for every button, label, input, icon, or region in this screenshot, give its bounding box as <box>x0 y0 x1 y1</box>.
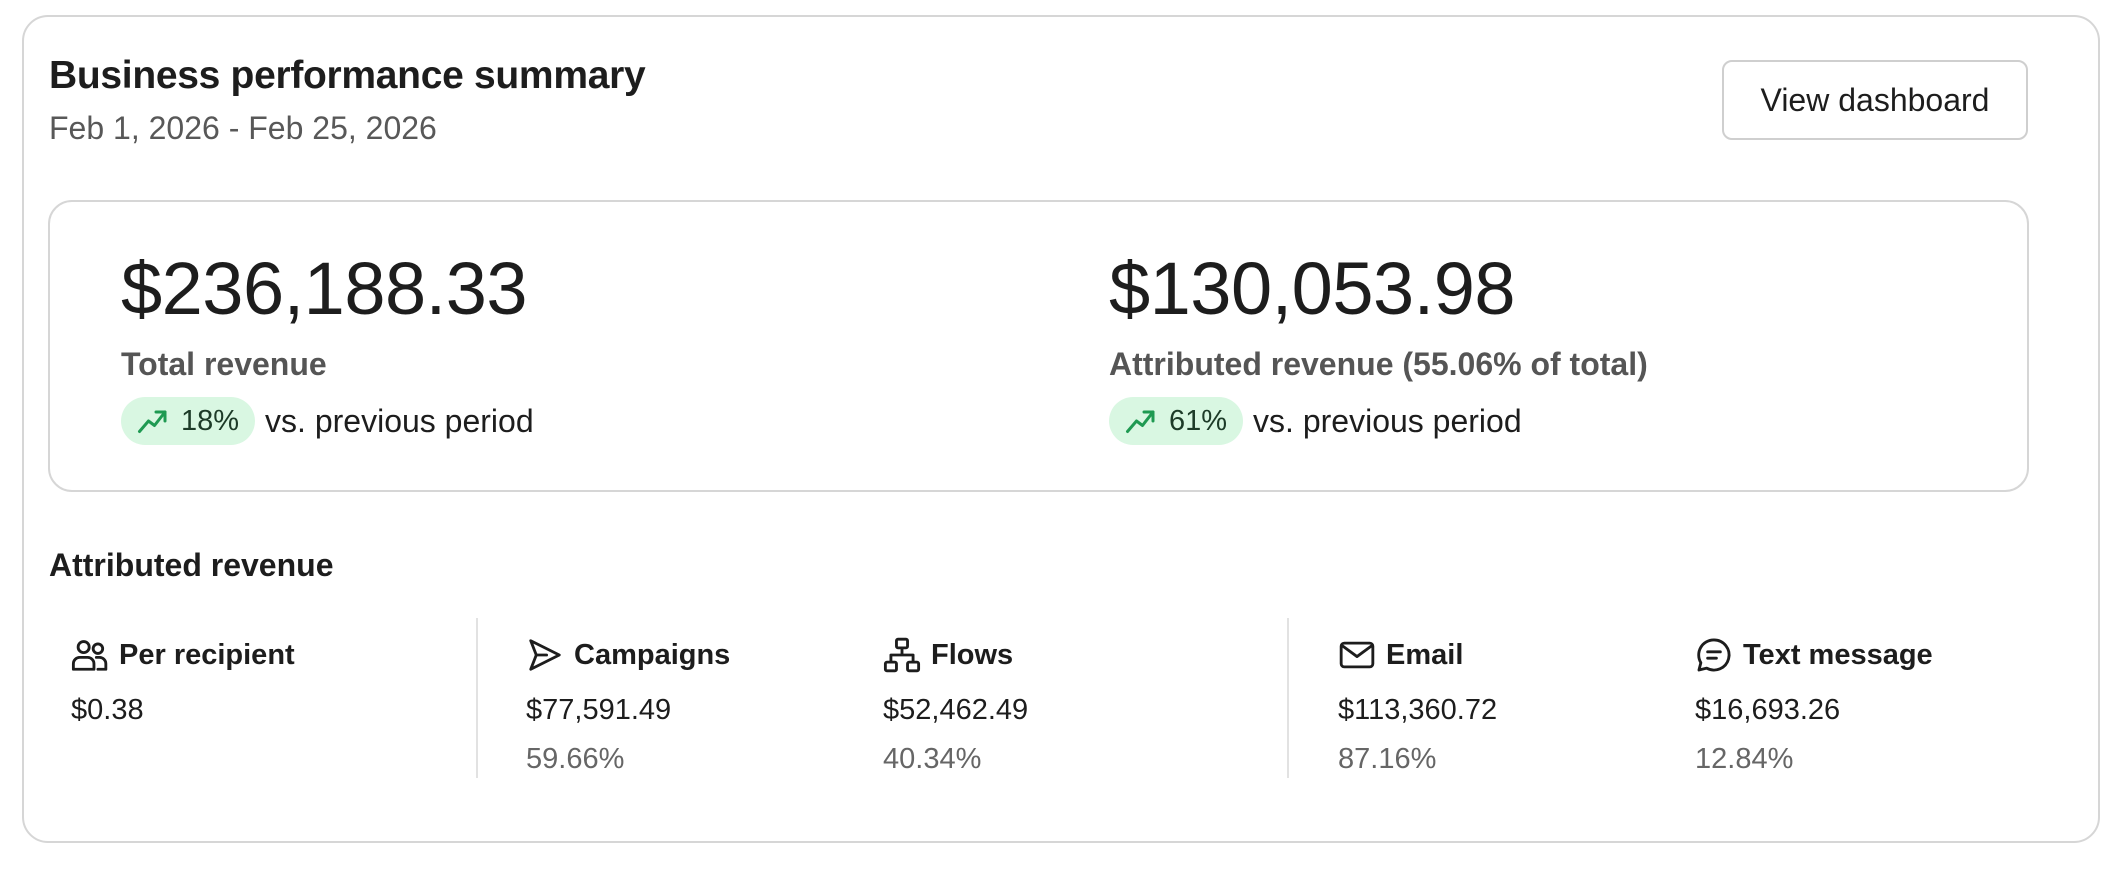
total-revenue-label: Total revenue <box>121 346 327 382</box>
attributed-revenue-comparison: 61% vs. previous period <box>1109 397 1648 445</box>
date-range: Feb 1, 2026 - Feb 25, 2026 <box>49 110 437 146</box>
stat-value: $0.38 <box>71 694 144 726</box>
stat-percent: 12.84% <box>1695 743 1794 775</box>
stat-email: Email $113,360.72 87.16% <box>1338 636 1497 776</box>
total-revenue-value: $236,188.33 <box>121 247 528 330</box>
stat-label: Per recipient <box>119 638 295 671</box>
attributed-revenue-value: $130,053.98 <box>1109 247 1516 330</box>
total-revenue-metric: $236,188.33 Total revenue 18% vs. previo… <box>121 252 534 445</box>
stat-percent: 40.34% <box>883 743 982 775</box>
total-revenue-comparison: 18% vs. previous period <box>121 397 534 445</box>
trending-up-icon <box>138 410 167 433</box>
message-icon <box>1697 638 1731 672</box>
stat-label: Email <box>1386 638 1464 671</box>
view-dashboard-button[interactable]: View dashboard <box>1722 60 2028 140</box>
stat-value: $16,693.26 <box>1695 694 1841 726</box>
change-percent: 61% <box>1169 404 1228 437</box>
attributed-revenue-metric: $130,053.98 Attributed revenue (55.06% o… <box>1109 252 1648 445</box>
stat-label: Text message <box>1743 638 1933 671</box>
stat-value: $113,360.72 <box>1338 694 1498 726</box>
attributed-revenue-label: Attributed revenue (55.06% of total) <box>1109 346 1648 382</box>
stat-percent: 87.16% <box>1338 743 1437 775</box>
page-title: Business performance summary <box>49 54 646 97</box>
trending-up-icon <box>1126 410 1155 433</box>
stat-value: $77,591.49 <box>526 694 672 726</box>
comparison-text: vs. previous period <box>1253 402 1522 439</box>
stat-label: Flows <box>931 638 1014 671</box>
revenue-summary-box: $236,188.33 Total revenue 18% vs. previo… <box>48 200 2029 492</box>
stat-flows: Flows $52,462.49 40.34% <box>883 636 1028 776</box>
people-icon <box>71 640 108 671</box>
divider <box>1287 618 1289 778</box>
stat-campaigns: Campaigns $77,591.49 59.66% <box>526 636 730 776</box>
business-performance-card <box>22 15 2100 843</box>
attributed-revenue-section-title: Attributed revenue <box>49 547 334 583</box>
email-icon <box>1339 641 1375 669</box>
stat-per-recipient: Per recipient $0.38 <box>71 636 295 727</box>
stat-value: $52,462.49 <box>883 694 1029 726</box>
divider <box>476 618 478 778</box>
stat-label: Campaigns <box>574 638 731 671</box>
send-icon <box>529 639 561 671</box>
change-badge: 18% <box>121 397 256 445</box>
stat-percent: 59.66% <box>526 743 625 775</box>
flow-icon <box>883 637 921 673</box>
stat-text-message: Text message $16,693.26 12.84% <box>1695 636 1933 776</box>
change-percent: 18% <box>181 404 240 437</box>
comparison-text: vs. previous period <box>265 402 534 439</box>
change-badge: 61% <box>1109 397 1244 445</box>
